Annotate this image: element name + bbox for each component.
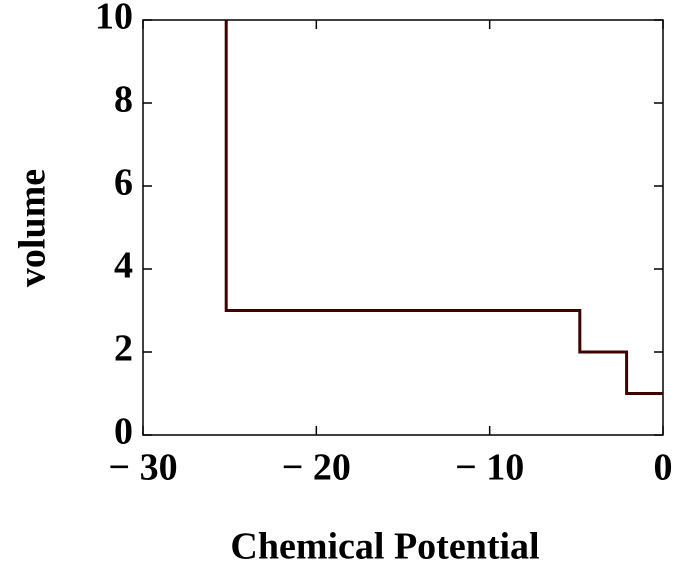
plot-frame [142, 19, 664, 436]
y-axis-label: volume [12, 169, 54, 287]
x-tick-label: − 30 [108, 447, 177, 489]
x-tick-label: − 10 [455, 447, 524, 489]
y-tick-label: 8 [114, 79, 133, 121]
x-axis-label: Chemical Potential [230, 526, 539, 568]
data-line [224, 20, 663, 395]
x-tick-label: 0 [654, 447, 673, 489]
y-tick-label: 2 [114, 328, 133, 370]
y-tick-label: 10 [95, 0, 133, 38]
x-tick-label: − 20 [282, 447, 351, 489]
y-tick-label: 4 [114, 245, 133, 287]
y-tick-label: 6 [114, 162, 133, 204]
y-tick-label: 0 [114, 411, 133, 453]
